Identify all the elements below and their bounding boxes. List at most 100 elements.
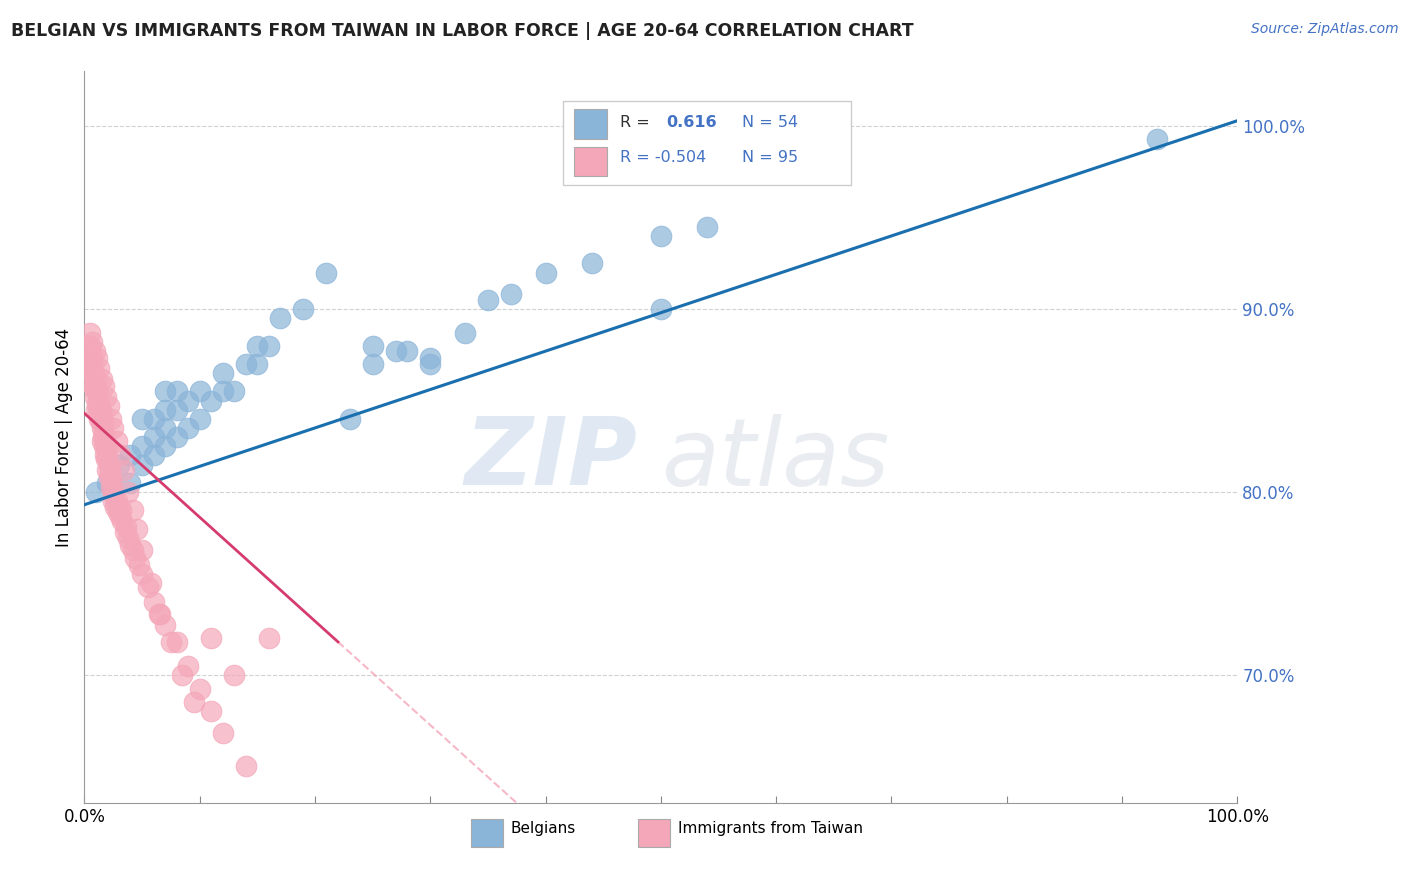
Text: ZIP: ZIP — [465, 413, 638, 505]
Point — [534, 265, 557, 279]
Point — [269, 311, 291, 326]
Point — [131, 458, 153, 472]
Point — [128, 558, 150, 573]
Point — [153, 402, 176, 417]
Point — [477, 293, 499, 307]
Point — [84, 375, 107, 389]
Point — [83, 381, 105, 395]
Point — [121, 543, 143, 558]
Point — [115, 519, 138, 533]
Point — [93, 439, 115, 453]
Point — [361, 357, 384, 371]
Point — [188, 411, 211, 425]
Point — [246, 338, 269, 352]
Point — [257, 338, 280, 352]
Bar — [638, 819, 671, 847]
Text: Belgians: Belgians — [510, 821, 576, 836]
Point — [103, 421, 124, 435]
Bar — [575, 110, 606, 138]
Point — [211, 384, 233, 399]
Point — [96, 463, 118, 477]
Text: Source: ZipAtlas.com: Source: ZipAtlas.com — [1251, 22, 1399, 37]
Point — [79, 326, 101, 340]
Point — [110, 503, 132, 517]
Point — [1146, 132, 1168, 146]
Point — [83, 390, 105, 404]
Point — [89, 402, 111, 417]
Point — [127, 521, 149, 535]
Point — [120, 538, 142, 552]
Point — [97, 470, 120, 484]
Point — [131, 439, 153, 453]
Point — [235, 759, 257, 773]
Point — [87, 393, 110, 408]
Point — [86, 384, 108, 399]
Point — [89, 416, 111, 430]
Point — [93, 379, 115, 393]
Point — [188, 682, 211, 697]
Point — [257, 631, 280, 645]
Point — [454, 326, 477, 340]
Point — [83, 344, 105, 359]
Point — [82, 375, 104, 389]
Point — [177, 658, 200, 673]
Point — [90, 371, 112, 385]
Point — [83, 366, 105, 380]
Text: N = 95: N = 95 — [741, 151, 797, 165]
Point — [166, 430, 188, 444]
Point — [114, 525, 136, 540]
Point — [166, 635, 188, 649]
Point — [104, 500, 127, 514]
Point — [131, 567, 153, 582]
Point — [211, 366, 233, 380]
Point — [105, 494, 128, 508]
Point — [105, 434, 128, 448]
Point — [76, 348, 98, 362]
Point — [90, 408, 112, 422]
Point — [94, 448, 117, 462]
Point — [160, 635, 183, 649]
Point — [83, 379, 105, 393]
Point — [396, 344, 419, 359]
Point — [200, 704, 222, 718]
Point — [89, 411, 111, 425]
Point — [120, 475, 142, 490]
Point — [108, 448, 131, 462]
Point — [87, 406, 110, 420]
Point — [86, 397, 108, 411]
Y-axis label: In Labor Force | Age 20-64: In Labor Force | Age 20-64 — [55, 327, 73, 547]
Point — [136, 580, 159, 594]
Point — [177, 421, 200, 435]
Point — [142, 430, 165, 444]
Point — [96, 475, 118, 490]
Point — [101, 475, 124, 490]
Text: R =: R = — [620, 114, 650, 129]
Point — [142, 594, 165, 608]
Point — [141, 576, 163, 591]
Point — [82, 334, 104, 349]
Point — [107, 505, 129, 519]
Text: atlas: atlas — [661, 414, 889, 505]
Point — [121, 503, 143, 517]
Point — [142, 448, 165, 462]
Point — [131, 411, 153, 425]
Point — [235, 357, 257, 371]
Point — [224, 667, 246, 681]
Point — [91, 416, 114, 430]
Point — [96, 448, 118, 462]
Point — [98, 463, 121, 477]
Point — [112, 463, 135, 477]
Point — [581, 256, 603, 270]
Point — [361, 338, 384, 352]
Point — [80, 366, 103, 380]
Point — [84, 384, 107, 399]
Point — [292, 301, 315, 316]
Point — [172, 667, 194, 681]
Point — [97, 399, 120, 413]
Point — [650, 228, 672, 243]
Point — [84, 484, 107, 499]
Point — [419, 357, 441, 371]
Point — [80, 348, 103, 362]
Point — [200, 631, 222, 645]
Point — [419, 351, 441, 366]
